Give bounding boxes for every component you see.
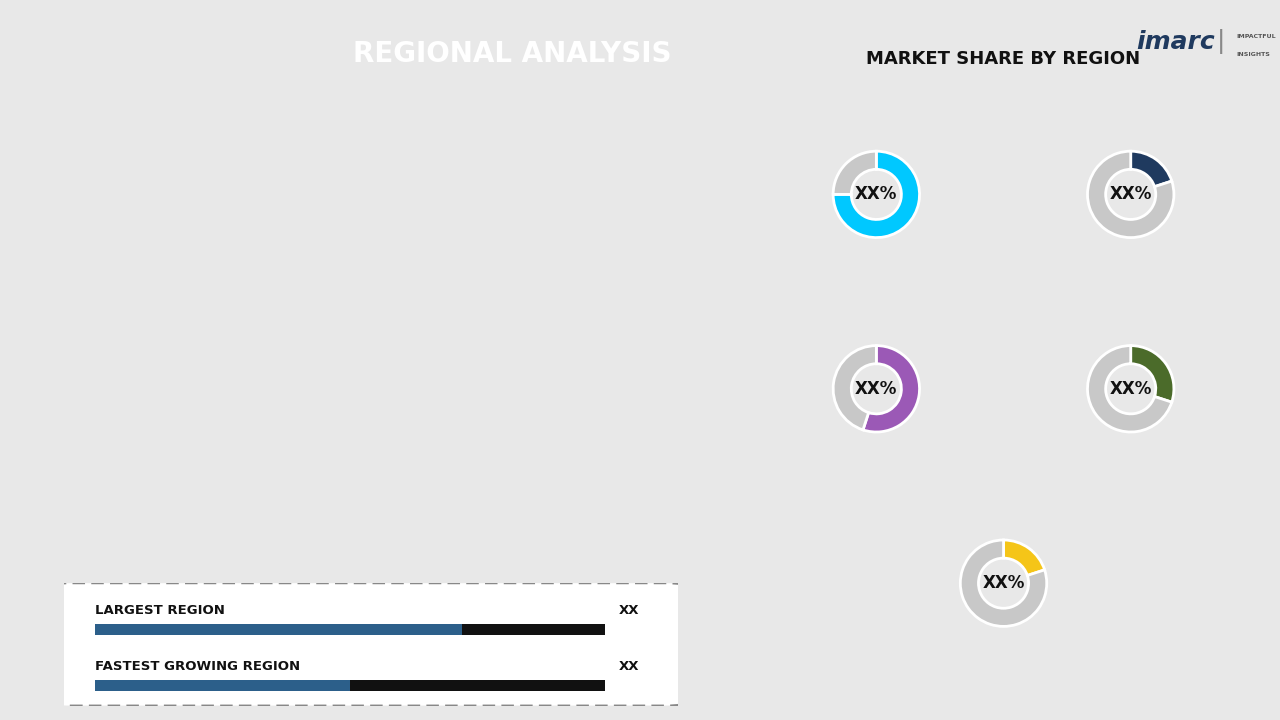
- FancyBboxPatch shape: [51, 583, 685, 706]
- FancyBboxPatch shape: [462, 624, 604, 634]
- Text: XX%: XX%: [1110, 379, 1152, 397]
- Text: imarc: imarc: [1137, 30, 1216, 54]
- Text: XX%: XX%: [1110, 185, 1152, 203]
- Wedge shape: [863, 346, 919, 432]
- Text: XX: XX: [620, 660, 640, 673]
- Text: XX%: XX%: [855, 379, 897, 397]
- Wedge shape: [833, 346, 877, 430]
- Wedge shape: [1088, 346, 1171, 432]
- Text: |: |: [1217, 30, 1225, 54]
- Wedge shape: [1004, 540, 1044, 575]
- Text: REGIONAL ANALYSIS: REGIONAL ANALYSIS: [353, 40, 671, 68]
- FancyBboxPatch shape: [95, 680, 349, 691]
- Text: XX%: XX%: [982, 575, 1025, 592]
- Wedge shape: [1088, 151, 1174, 238]
- Text: XX%: XX%: [855, 185, 897, 203]
- Wedge shape: [833, 151, 919, 238]
- Wedge shape: [1130, 151, 1171, 186]
- Text: XX: XX: [620, 603, 640, 616]
- Text: INSIGHTS: INSIGHTS: [1236, 52, 1270, 56]
- Wedge shape: [960, 540, 1047, 626]
- FancyBboxPatch shape: [349, 680, 604, 691]
- Wedge shape: [833, 151, 877, 194]
- Text: MARKET SHARE BY REGION: MARKET SHARE BY REGION: [867, 50, 1140, 68]
- FancyBboxPatch shape: [95, 624, 462, 634]
- Wedge shape: [1130, 346, 1174, 402]
- Text: IMPACTFUL: IMPACTFUL: [1236, 34, 1276, 38]
- Text: FASTEST GROWING REGION: FASTEST GROWING REGION: [95, 660, 300, 673]
- Text: LARGEST REGION: LARGEST REGION: [95, 603, 224, 616]
